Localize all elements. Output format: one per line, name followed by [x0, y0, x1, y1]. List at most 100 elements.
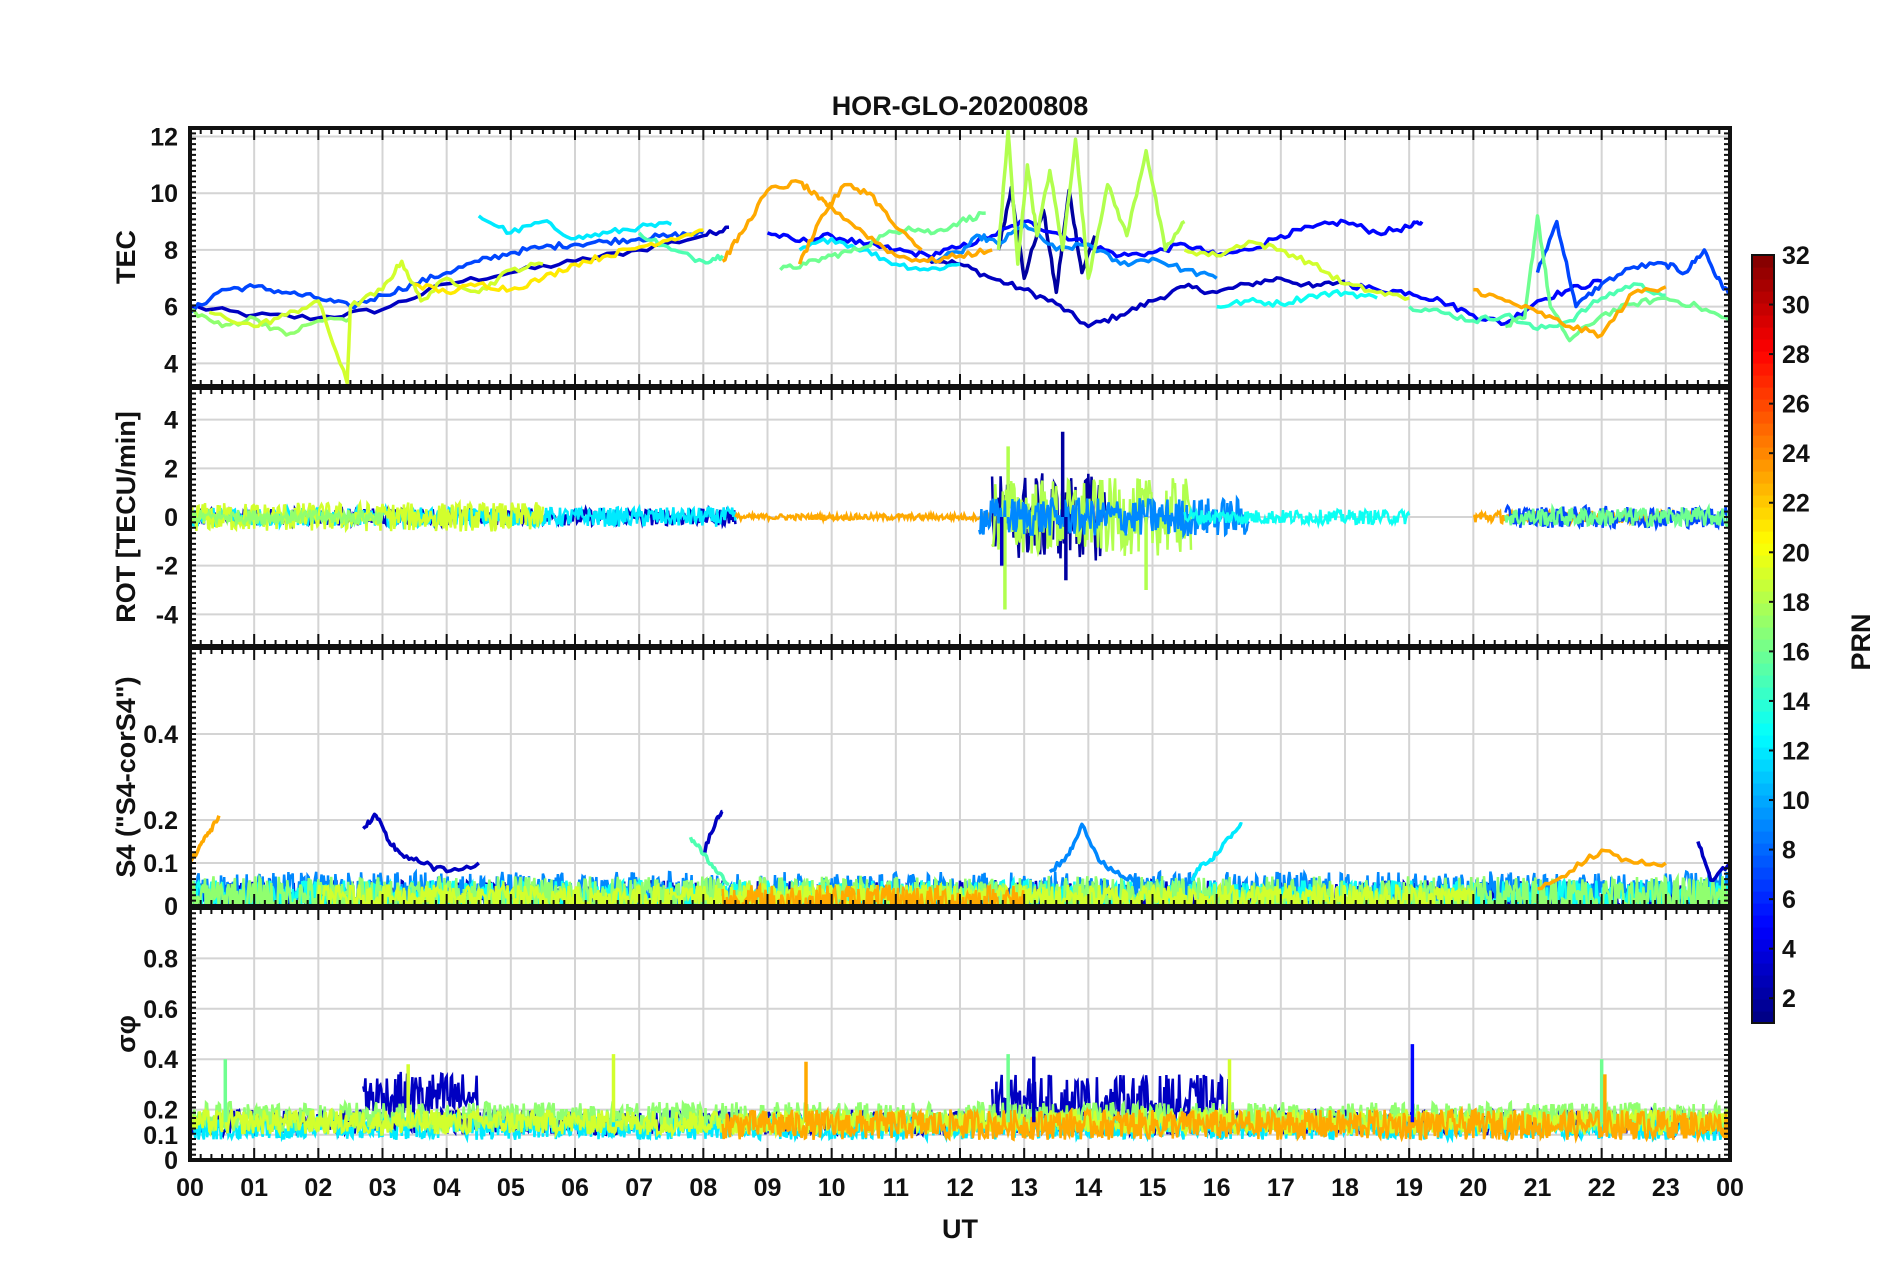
colorbar-cell	[1752, 579, 1774, 592]
colorbar-cell	[1752, 867, 1774, 880]
colorbar-tick-label: 22	[1782, 490, 1810, 518]
colorbar-cell	[1752, 543, 1774, 556]
y-tick-label: 0.1	[143, 1122, 178, 1150]
y-tick-label: 0.1	[143, 850, 178, 878]
y-tick-label: 0	[164, 1147, 178, 1175]
colorbar-cell	[1752, 483, 1774, 496]
prn-12-series	[798, 236, 961, 272]
prn-19-trace	[190, 498, 545, 534]
colorbar-tick-label: 26	[1782, 391, 1810, 419]
colorbar-cell	[1752, 975, 1774, 988]
colorbar-tick-label: 10	[1782, 787, 1810, 815]
colorbar-tick-label: 16	[1782, 638, 1810, 666]
colorbar-cell	[1752, 387, 1774, 400]
prn-13-trace	[1183, 505, 1411, 530]
y-tick-label: 8	[164, 237, 178, 265]
colorbar-cell	[1752, 735, 1774, 748]
colorbar-cell	[1752, 279, 1774, 292]
colorbar-cell	[1752, 747, 1774, 760]
colorbar-cell	[1752, 807, 1774, 820]
rot-panel	[190, 388, 1730, 646]
colorbar-cell	[1752, 999, 1774, 1012]
x-tick-label: 17	[1267, 1174, 1295, 1202]
colorbar-cell	[1752, 939, 1774, 952]
prn-19-series	[1183, 239, 1410, 301]
colorbar-cell	[1752, 303, 1774, 316]
prn-3-series	[362, 812, 480, 874]
colorbar-cell	[1752, 699, 1774, 712]
colorbar-cell	[1752, 651, 1774, 664]
prn-23-trace	[721, 1105, 1730, 1144]
colorbar-cell	[1752, 495, 1774, 508]
colorbar-cell	[1752, 423, 1774, 436]
colorbar-cell	[1752, 987, 1774, 1000]
colorbar-cell	[1752, 291, 1774, 304]
prn-23-trace	[721, 881, 1026, 906]
y-tick-label: 0	[164, 504, 178, 532]
x-tick-label: 07	[625, 1174, 653, 1202]
x-tick-label: 15	[1139, 1174, 1167, 1202]
prn-7-series	[190, 229, 704, 314]
colorbar-cell	[1752, 891, 1774, 904]
colorbar-tick-label: 14	[1782, 688, 1810, 716]
x-tick-label: 21	[1524, 1174, 1552, 1202]
colorbar-cell	[1752, 711, 1774, 724]
chart-title: HOR-GLO-20200808	[832, 91, 1089, 121]
prn-23-series	[1473, 285, 1667, 339]
colorbar-cell	[1752, 447, 1774, 460]
x-tick-label: 10	[818, 1174, 846, 1202]
prn-19-series	[208, 259, 544, 385]
colorbar-frame	[1751, 254, 1775, 1024]
y-tick-label: 6	[164, 294, 178, 322]
colorbar-cell	[1752, 627, 1774, 640]
colorbar-cell	[1752, 435, 1774, 448]
x-tick-label: 09	[754, 1174, 782, 1202]
colorbar-cell	[1752, 255, 1774, 268]
y-tick-label: 0.4	[143, 1046, 178, 1074]
sigma_phi-y-label: σφ	[111, 1015, 141, 1053]
colorbar-cell	[1752, 915, 1774, 928]
colorbar-cell	[1752, 783, 1774, 796]
colorbar-cell	[1752, 591, 1774, 604]
colorbar-cell	[1752, 327, 1774, 340]
colorbar-cell	[1752, 771, 1774, 784]
prn-23-series	[190, 815, 221, 864]
colorbar-cell	[1752, 531, 1774, 544]
colorbar-cell	[1752, 639, 1774, 652]
x-tick-label: 11	[883, 1174, 910, 1202]
y-tick-label: 10	[150, 180, 178, 208]
prn-16-series	[779, 210, 986, 271]
colorbar-cell	[1752, 339, 1774, 352]
colorbar-cell	[1752, 903, 1774, 916]
y-tick-label: 0.2	[143, 1097, 178, 1125]
y-tick-label: 0.4	[143, 721, 178, 749]
colorbar-cell	[1752, 363, 1774, 376]
colorbar-cell	[1752, 615, 1774, 628]
colorbar-tick-label: 4	[1782, 936, 1796, 964]
prn-15-series	[1408, 282, 1666, 332]
colorbar-tick-label: 28	[1782, 341, 1810, 369]
colorbar-cell	[1752, 519, 1774, 532]
prn-15-series	[688, 836, 730, 887]
x-tick-label: 08	[689, 1174, 717, 1202]
y-tick-label: 0.2	[143, 807, 178, 835]
y-tick-label: 0	[164, 893, 178, 921]
colorbar-cell	[1752, 399, 1774, 412]
x-tick-label: 01	[240, 1174, 268, 1202]
colorbar-cell	[1752, 675, 1774, 688]
x-tick-label: 06	[561, 1174, 589, 1202]
colorbar-cell	[1752, 723, 1774, 736]
prn-3-series	[926, 257, 1346, 329]
colorbar-cell	[1752, 927, 1774, 940]
colorbar-cell	[1752, 411, 1774, 424]
prn-16-trace	[1504, 502, 1730, 530]
colorbar-cell	[1752, 663, 1774, 676]
x-tick-label: 13	[1010, 1174, 1038, 1202]
y-tick-label: 0.8	[143, 945, 178, 973]
colorbar-cell	[1752, 843, 1774, 856]
prn-9-series	[1048, 822, 1141, 884]
